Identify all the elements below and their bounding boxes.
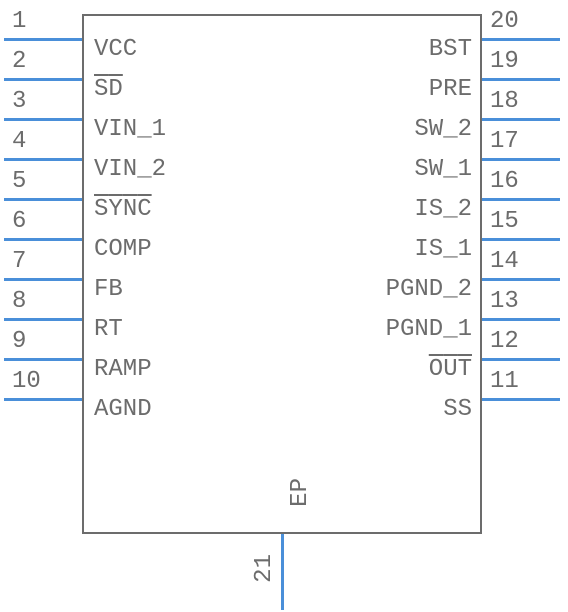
pin-label-ep: EP [287, 478, 314, 507]
pin-lead-bottom [281, 534, 284, 610]
pin-number: 12 [490, 328, 519, 355]
pin-number: 3 [12, 88, 26, 115]
pin-label: PGND_1 [386, 316, 472, 343]
pin-number: 19 [490, 48, 519, 75]
pin-number: 18 [490, 88, 519, 115]
pin-number: 17 [490, 128, 519, 155]
pin-lead-right [482, 78, 560, 81]
pin-lead-left [4, 318, 82, 321]
pin-lead-right [482, 318, 560, 321]
pin-lead-left [4, 278, 82, 281]
pin-label: RT [94, 316, 123, 343]
pin-label: FB [94, 276, 123, 303]
pin-lead-left [4, 78, 82, 81]
pin-label: SW_1 [414, 156, 472, 183]
pin-label: IS_2 [414, 196, 472, 223]
pin-lead-left [4, 398, 82, 401]
pinout-diagram: 1 VCC 2 SD 3 VIN_1 4 VIN_2 5 SYNC 6 COMP 7 FB 8 RT 9 RAMP… [0, 0, 568, 612]
pin-number: 8 [12, 288, 26, 315]
pin-lead-left [4, 38, 82, 41]
pin-label: PGND_2 [386, 276, 472, 303]
pin-lead-left [4, 238, 82, 241]
pin-number: 7 [12, 248, 26, 275]
pin-number: 14 [490, 248, 519, 275]
pin-number: 15 [490, 208, 519, 235]
pin-lead-right [482, 198, 560, 201]
pin-number: 2 [12, 48, 26, 75]
pin-lead-right [482, 398, 560, 401]
pin-lead-left [4, 118, 82, 121]
pin-lead-left [4, 358, 82, 361]
pin-number: 11 [490, 368, 519, 395]
pin-label: COMP [94, 236, 152, 263]
pin-number: 4 [12, 128, 26, 155]
chip-body [82, 14, 482, 534]
pin-label: SW_2 [414, 116, 472, 143]
pin-number: 16 [490, 168, 519, 195]
pin-label: PRE [429, 76, 472, 103]
pin-lead-left [4, 198, 82, 201]
pin-lead-right [482, 38, 560, 41]
pin-label: VIN_2 [94, 156, 166, 183]
pin-label: BST [429, 36, 472, 63]
pin-label: AGND [94, 396, 152, 423]
pin-label: IS_1 [414, 236, 472, 263]
pin-number-bottom: 21 [251, 554, 278, 583]
pin-label: SYNC [94, 196, 152, 223]
pin-lead-right [482, 358, 560, 361]
pin-label: SD [94, 76, 123, 103]
pin-label: RAMP [94, 356, 152, 383]
pin-number: 1 [12, 8, 26, 35]
pin-number: 20 [490, 8, 519, 35]
pin-lead-right [482, 238, 560, 241]
pin-lead-right [482, 158, 560, 161]
pin-label: OUT [429, 356, 472, 383]
pin-number: 10 [12, 368, 41, 395]
pin-number: 13 [490, 288, 519, 315]
pin-label: SS [443, 396, 472, 423]
pin-lead-left [4, 158, 82, 161]
pin-label: VIN_1 [94, 116, 166, 143]
pin-lead-right [482, 118, 560, 121]
pin-number: 5 [12, 168, 26, 195]
pin-number: 9 [12, 328, 26, 355]
pin-lead-right [482, 278, 560, 281]
pin-label: VCC [94, 36, 137, 63]
pin-number: 6 [12, 208, 26, 235]
